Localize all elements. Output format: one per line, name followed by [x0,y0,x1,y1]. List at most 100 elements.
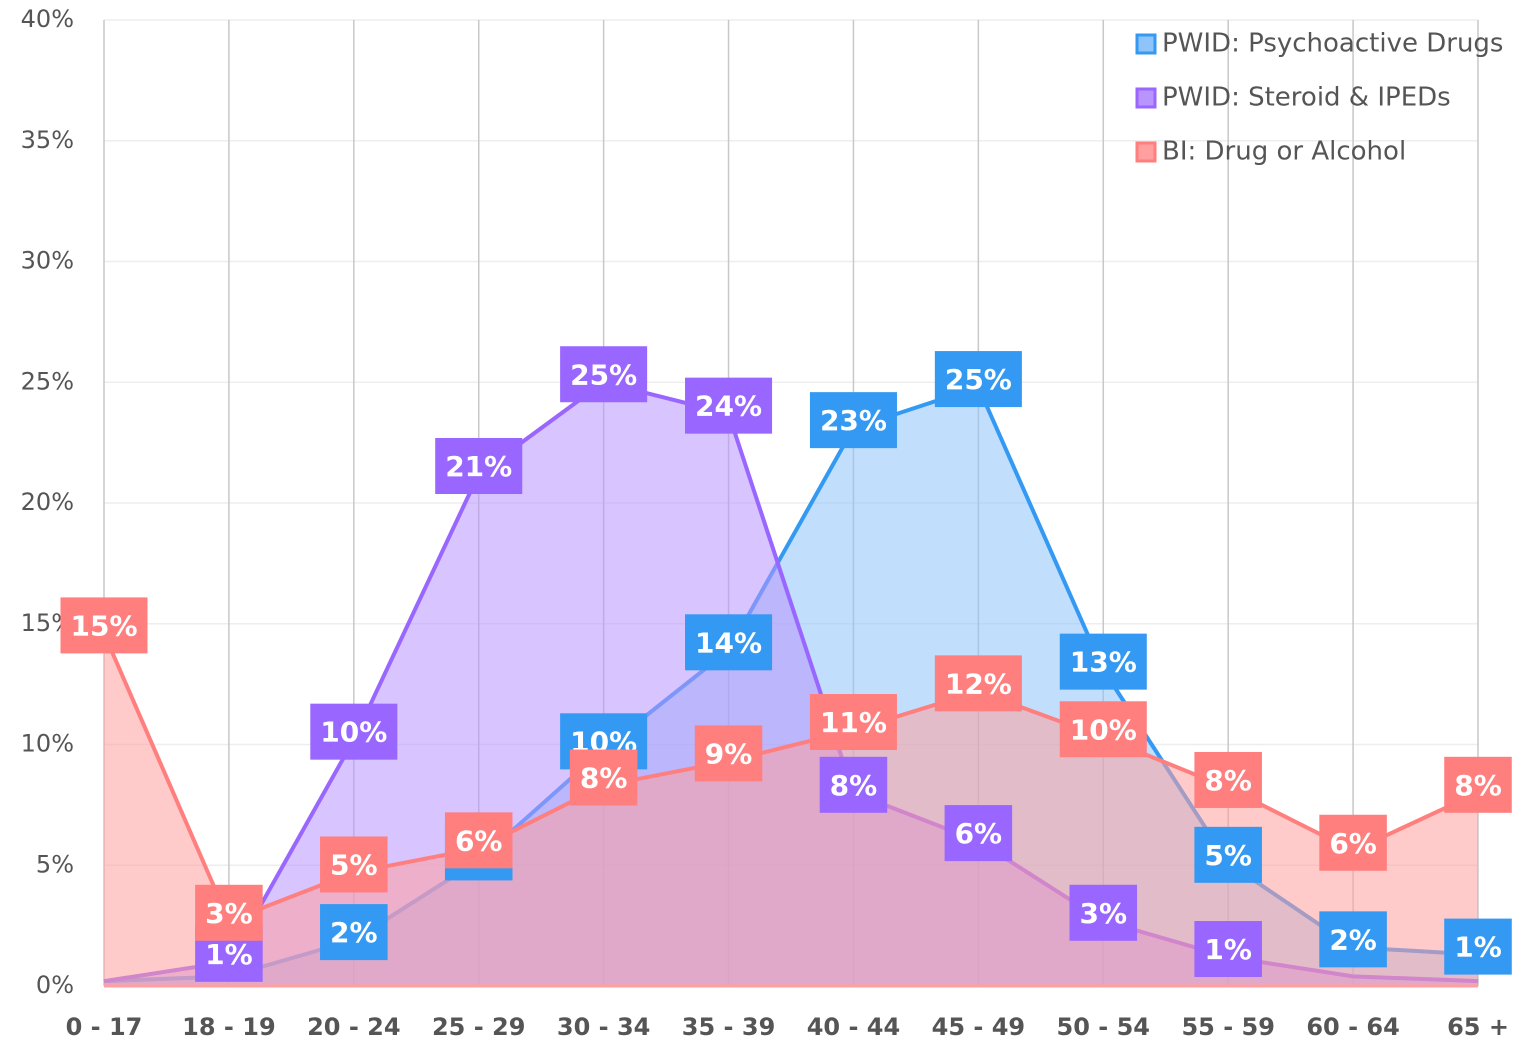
data-label-text: 25% [570,358,637,391]
x-tick-label: 35 - 39 [682,1013,775,1041]
data-label-text: 2% [1329,923,1377,956]
data-label-box [1069,884,1138,941]
y-tick-label: 5% [36,850,74,878]
data-label-text: 6% [455,824,503,857]
data-label: 3% [195,884,263,941]
data-label-text: 3% [205,897,253,930]
x-tick-label: 60 - 64 [1306,1013,1399,1041]
data-label: 14% [685,614,773,671]
legend-label: PWID: Steroid & IPEDs [1162,83,1451,113]
data-label-box [1194,751,1262,808]
data-label-text: 11% [820,706,887,739]
data-label-text: 25% [945,363,1012,396]
data-label-text: 8% [830,769,878,802]
data-label-box [685,377,773,434]
data-label-box [310,703,398,760]
data-label: 25% [560,346,648,403]
data-label: 25% [934,351,1022,408]
data-label: 15% [60,597,148,654]
data-label: 6% [944,805,1013,862]
y-tick-label: 30% [21,247,74,275]
data-label-text: 1% [1204,933,1252,966]
x-tick-label: 50 - 54 [1057,1013,1150,1041]
data-label-box [320,836,388,893]
data-label-text: 8% [1204,764,1252,797]
data-label-box [1059,701,1147,758]
y-tick-label: 20% [21,488,74,516]
data-label-box [1059,633,1147,690]
data-label: 1% [1444,918,1512,975]
data-label-text: 9% [705,737,753,770]
data-label-text: 14% [695,626,762,659]
data-label: 11% [809,694,897,751]
data-label-box [1194,921,1262,978]
data-label: 13% [1059,633,1147,690]
data-label-box [809,392,897,449]
data-label-text: 2% [330,916,378,949]
data-label-text: 6% [955,817,1003,850]
data-label-text: 15% [70,609,137,642]
data-label-text: 23% [820,404,887,437]
data-label-text: 12% [945,667,1012,700]
data-label: 6% [444,812,513,869]
data-label: 9% [694,725,763,782]
data-label: 10% [1059,701,1147,758]
data-label-text: 8% [1454,769,1502,802]
data-label: 1% [1194,921,1262,978]
data-label-box [944,805,1013,862]
data-label: 2% [1319,911,1387,968]
data-label: 21% [435,438,523,495]
data-label-box [1319,911,1387,968]
y-tick-label: 35% [21,126,74,154]
x-tick-label: 40 - 44 [807,1013,900,1041]
data-label-box [569,749,638,806]
data-label-box [435,438,523,495]
data-label: 5% [320,836,388,893]
data-label-text: 21% [445,450,512,483]
x-tick-label: 65 + [1447,1013,1509,1041]
legend-label: PWID: Psychoactive Drugs [1162,29,1503,59]
data-label: 10% [310,703,398,760]
data-label-text: 1% [1454,931,1502,964]
data-label-box [809,694,897,751]
data-label-box [1194,826,1262,883]
x-tick-label: 20 - 24 [307,1013,400,1041]
y-tick-label: 0% [36,971,74,999]
data-label-text: 10% [1070,713,1137,746]
data-label-text: 5% [330,848,378,881]
y-tick-label: 25% [21,367,74,395]
data-label: 24% [685,377,773,434]
legend-swatch [1135,141,1157,163]
x-tick-label: 55 - 59 [1181,1013,1274,1041]
data-label: 8% [1194,751,1262,808]
data-label: 6% [1319,814,1387,871]
legend-swatch [1135,87,1157,109]
data-label-box [1444,756,1512,813]
data-label-box [819,756,888,813]
legend-swatch [1135,33,1157,55]
data-label: 8% [1444,756,1512,813]
y-tick-label: 40% [21,5,74,33]
data-label-box [560,346,648,403]
data-label: 8% [569,749,638,806]
data-label-text: 5% [1204,839,1252,872]
data-label: 5% [1194,826,1262,883]
data-label-text: 24% [695,390,762,423]
x-tick-label: 18 - 19 [182,1013,275,1041]
data-label: 12% [934,655,1022,712]
x-tick-label: 0 - 17 [66,1013,143,1041]
data-label: 2% [320,904,388,961]
data-label-text: 13% [1070,646,1137,679]
data-label: 8% [819,756,888,813]
data-label-box [694,725,763,782]
data-label-text: 8% [580,762,628,795]
data-label-text: 1% [205,938,253,971]
x-tick-label: 45 - 49 [932,1013,1025,1041]
data-label-box [444,812,513,869]
data-label-box [320,904,388,961]
data-label-box [685,614,773,671]
x-tick-label: 30 - 34 [557,1013,650,1041]
data-label-box [1444,918,1512,975]
data-label-text: 3% [1079,897,1127,930]
data-label-box [195,884,263,941]
